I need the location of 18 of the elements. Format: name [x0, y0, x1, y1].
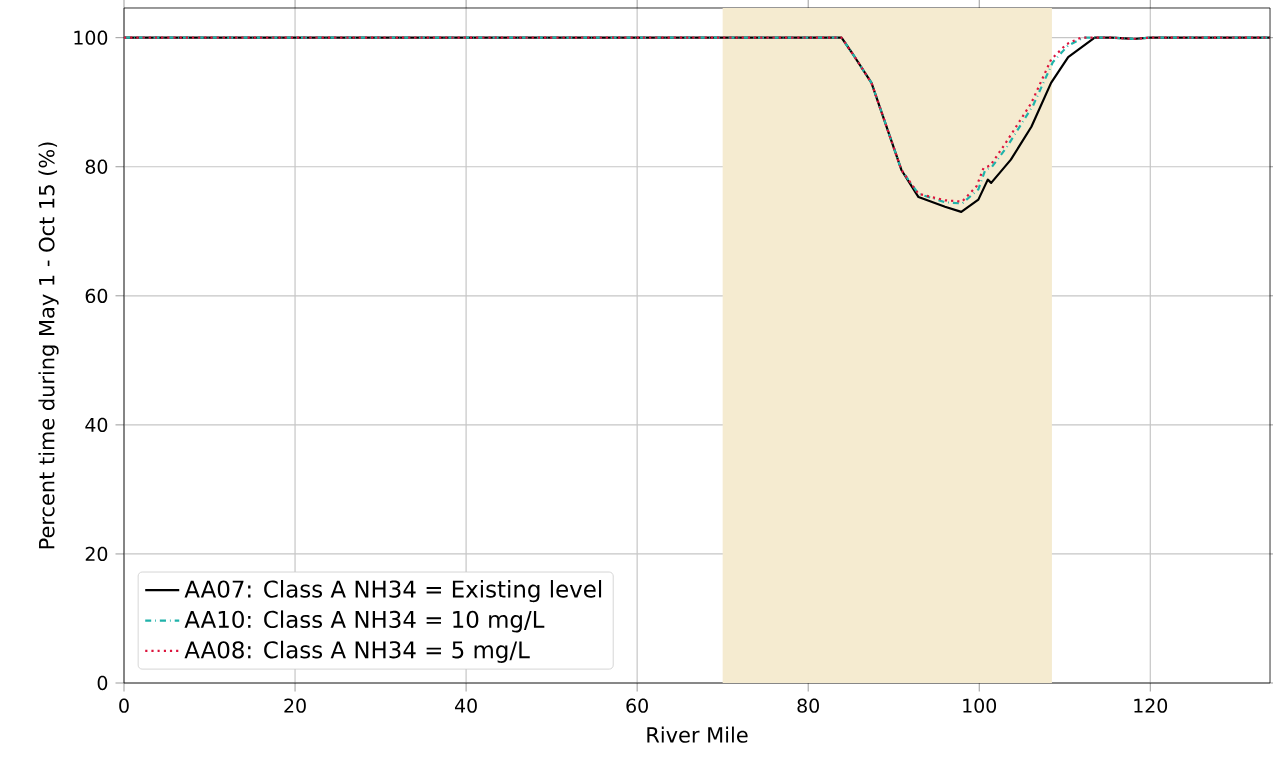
y-tick-label: 40 — [85, 417, 108, 433]
y-tick-label: 60 — [85, 288, 108, 303]
y-tick-label: 0 — [97, 675, 108, 691]
x-axis-title: River Mile — [647, 726, 748, 743]
y-tick-label: 100 — [74, 30, 108, 45]
x-tick-label: 100 — [963, 698, 997, 713]
x-tick-label: 0 — [119, 698, 129, 713]
legend-label: AA07: Class A NH34 = Existing level — [184, 580, 602, 603]
y-tick-label: 20 — [85, 546, 108, 562]
x-tick-label: 60 — [626, 698, 648, 713]
x-tick-label: 20 — [284, 698, 306, 713]
legend-label: AA08: Class A NH34 = 5 mg/L — [184, 640, 530, 663]
y-tick-label: 80 — [85, 159, 108, 174]
x-tick-label: 120 — [1134, 698, 1168, 713]
x-tick-label: 40 — [454, 698, 477, 713]
legend-label: AA10: Class A NH34 = 10 mg/L — [184, 610, 545, 633]
y-axis-title: Percent time during May 1 - Oct 15 (%) — [38, 142, 59, 549]
x-tick-label: 80 — [797, 698, 819, 713]
